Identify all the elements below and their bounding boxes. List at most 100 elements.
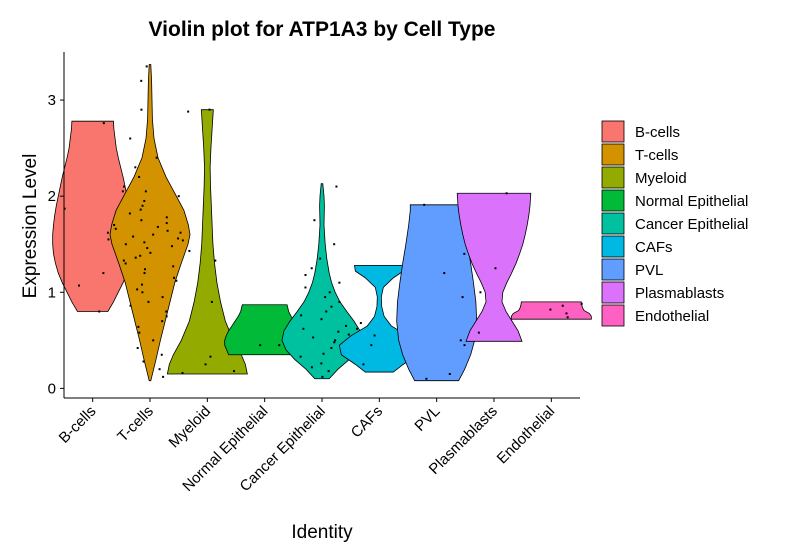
point-myeloid bbox=[214, 259, 217, 262]
point-cancer-epithelial bbox=[319, 257, 322, 260]
legend-label-myeloid: Myeloid bbox=[635, 170, 687, 187]
x-axis-label: Identity bbox=[291, 522, 353, 543]
point-cancer-epithelial bbox=[322, 352, 325, 355]
point-myeloid bbox=[187, 110, 190, 113]
y-tick-label: 0 bbox=[48, 380, 56, 397]
point-t-cells bbox=[155, 156, 158, 159]
point-cancer-epithelial bbox=[330, 347, 333, 350]
point-pvl bbox=[463, 252, 466, 255]
point-myeloid bbox=[210, 300, 213, 303]
point-cancer-epithelial bbox=[320, 362, 323, 365]
point-plasmablasts bbox=[505, 192, 508, 195]
legend-swatch-cancer-epithelial bbox=[601, 212, 625, 235]
point-pvl bbox=[463, 344, 466, 347]
point-myeloid bbox=[181, 372, 184, 375]
point-t-cells bbox=[146, 247, 149, 250]
point-t-cells bbox=[179, 231, 182, 234]
legend-swatch-plasmablasts bbox=[601, 281, 625, 304]
point-cancer-epithelial bbox=[333, 341, 336, 344]
point-pvl bbox=[423, 203, 426, 206]
point-t-cells bbox=[177, 237, 180, 240]
point-t-cells bbox=[138, 175, 141, 178]
x-tick-label-pvl: PVL bbox=[411, 403, 443, 435]
point-t-cells bbox=[156, 225, 159, 228]
point-t-cells bbox=[188, 249, 191, 252]
legend-label-normal-epithelial: Normal Epithelial bbox=[635, 193, 748, 210]
point-pvl bbox=[443, 272, 446, 275]
x-tick-label-myeloid: Myeloid bbox=[166, 403, 215, 452]
violin-myeloid bbox=[166, 109, 248, 375]
point-cancer-epithelial bbox=[347, 333, 350, 336]
point-cancer-epithelial bbox=[312, 336, 315, 339]
point-t-cells bbox=[124, 243, 127, 246]
point-t-cells bbox=[140, 79, 143, 82]
point-b-cells bbox=[63, 207, 66, 210]
violin-cancer-epithelial bbox=[281, 183, 363, 380]
point-b-cells bbox=[102, 122, 105, 125]
point-t-cells bbox=[143, 199, 146, 202]
point-cafs bbox=[370, 344, 373, 347]
point-t-cells bbox=[129, 137, 132, 140]
y-tick-label: 2 bbox=[48, 188, 56, 205]
point-cancer-epithelial bbox=[327, 370, 330, 373]
point-t-cells bbox=[158, 368, 161, 371]
legend-label-plasmablasts: Plasmablasts bbox=[635, 285, 724, 302]
point-myeloid bbox=[208, 108, 211, 111]
point-endothelial bbox=[565, 312, 568, 315]
point-cancer-epithelial bbox=[337, 330, 340, 333]
point-plasmablasts bbox=[459, 339, 462, 342]
point-t-cells bbox=[165, 216, 168, 219]
point-cancer-epithelial bbox=[310, 267, 313, 270]
point-t-cells bbox=[165, 310, 168, 313]
point-cancer-epithelial bbox=[338, 281, 341, 284]
point-t-cells bbox=[137, 325, 140, 328]
chart-title: Violin plot for ATP1A3 by Cell Type bbox=[149, 18, 496, 41]
point-cancer-epithelial bbox=[278, 344, 281, 347]
point-endothelial bbox=[580, 302, 583, 305]
point-t-cells bbox=[173, 276, 176, 279]
point-t-cells bbox=[143, 272, 146, 275]
x-tick-label-t-cells: T-cells bbox=[114, 403, 157, 446]
legend-label-cafs: CAFs bbox=[635, 239, 673, 256]
point-myeloid bbox=[233, 370, 236, 373]
point-t-cells bbox=[140, 219, 143, 222]
point-b-cells bbox=[121, 190, 124, 193]
y-axis-label: Expression Level bbox=[20, 154, 41, 299]
point-cancer-epithelial bbox=[330, 305, 333, 308]
point-endothelial bbox=[561, 304, 564, 307]
point-t-cells bbox=[123, 185, 126, 188]
point-t-cells bbox=[139, 254, 142, 257]
point-t-cells bbox=[136, 288, 139, 291]
point-t-cells bbox=[134, 166, 137, 169]
point-t-cells bbox=[152, 233, 155, 236]
point-cancer-epithelial bbox=[304, 273, 307, 276]
legend-label-t-cells: T-cells bbox=[635, 147, 678, 164]
legend-label-cancer-epithelial: Cancer Epithelial bbox=[635, 216, 748, 233]
point-b-cells bbox=[107, 238, 110, 241]
x-tick-label-b-cells: B-cells bbox=[56, 403, 100, 447]
legend-swatch-endothelial bbox=[601, 304, 625, 327]
point-t-cells bbox=[141, 291, 144, 294]
point-t-cells bbox=[166, 229, 169, 232]
point-t-cells bbox=[165, 222, 168, 225]
point-t-cells bbox=[170, 245, 173, 248]
legend-swatch-pvl bbox=[601, 258, 625, 281]
point-t-cells bbox=[160, 353, 163, 356]
point-t-cells bbox=[124, 262, 127, 265]
y-tick-label: 3 bbox=[48, 92, 56, 109]
point-t-cells bbox=[113, 224, 116, 226]
point-plasmablasts bbox=[477, 331, 480, 334]
point-myeloid bbox=[204, 363, 207, 366]
point-cancer-epithelial bbox=[300, 314, 303, 317]
point-pvl bbox=[479, 291, 482, 294]
point-cancer-epithelial bbox=[335, 185, 338, 188]
point-cancer-epithelial bbox=[320, 318, 323, 321]
point-b-cells bbox=[102, 272, 105, 275]
point-b-cells bbox=[98, 310, 101, 313]
point-t-cells bbox=[114, 227, 117, 230]
legend-label-endothelial: Endothelial bbox=[635, 308, 709, 325]
point-cancer-epithelial bbox=[328, 291, 331, 294]
point-cafs bbox=[355, 327, 358, 330]
